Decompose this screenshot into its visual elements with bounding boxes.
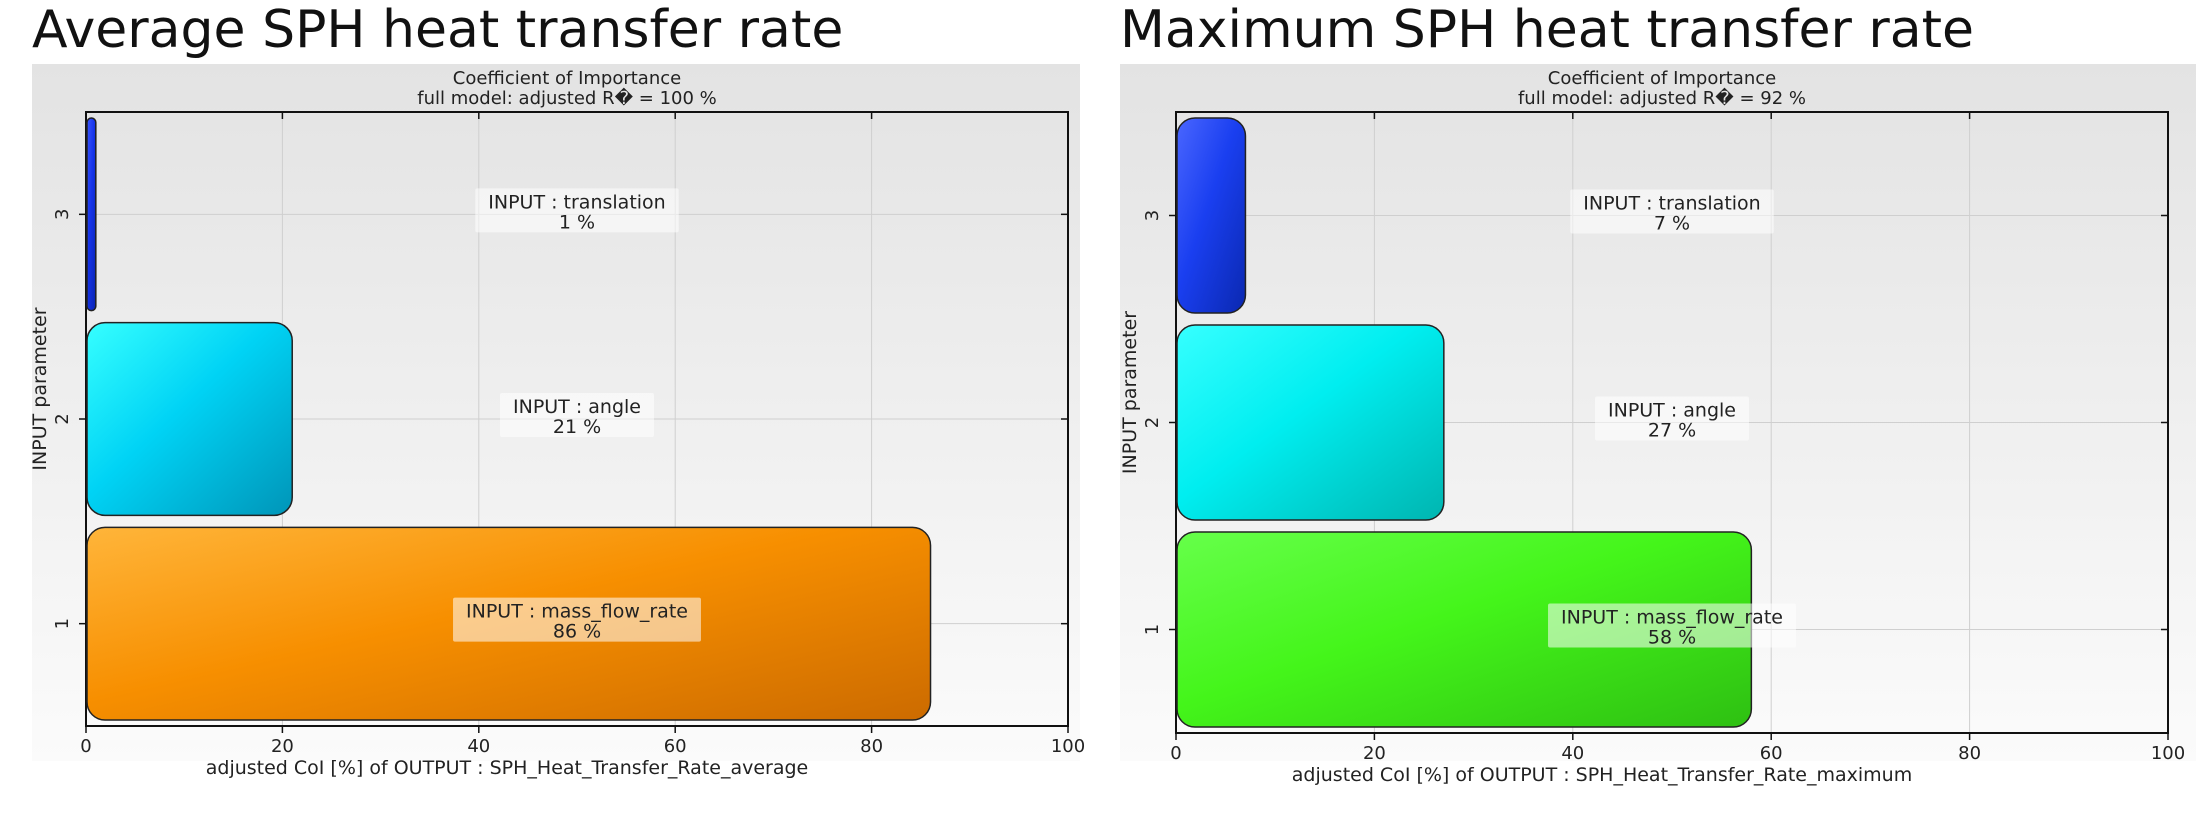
x-tick-label: 80 xyxy=(1958,743,1981,764)
bar xyxy=(86,117,97,312)
bar-label-value: 7 % xyxy=(1654,213,1690,235)
bar-label-box xyxy=(1570,189,1774,234)
panel-heading: Average SPH heat transfer rate xyxy=(32,0,844,60)
x-tick-label: 60 xyxy=(1760,743,1783,764)
bar-label-name: INPUT : translation xyxy=(1583,193,1760,215)
chart-maximum: 0 20 40 60 80 100 1 2 3 INPUT : mass_flow_rate58 … xyxy=(1119,64,2196,786)
y-axis-label: INPUT parameter xyxy=(1119,311,1141,474)
bar-label-value: 27 % xyxy=(1648,420,1696,442)
bar-label-value: 1 % xyxy=(559,211,595,233)
x-tick-label: 60 xyxy=(664,736,687,757)
y-tick-label: 2 xyxy=(1142,417,1163,428)
y-tick-label: 3 xyxy=(52,209,73,220)
bar-label-box xyxy=(475,188,679,233)
x-tick-label: 0 xyxy=(80,736,91,757)
panel-heading: Maximum SPH heat transfer rate xyxy=(1120,0,1974,60)
y-tick-label: 1 xyxy=(1142,624,1163,635)
bar-label-box xyxy=(1595,396,1749,441)
y-tick-label: 3 xyxy=(1142,210,1163,221)
chart-title: Coefficient of Importance xyxy=(453,68,681,89)
x-tick-label: 0 xyxy=(1170,743,1181,764)
chart-title: Coefficient of Importance xyxy=(1548,68,1776,89)
bar-label-value: 21 % xyxy=(553,416,601,438)
x-axis-label: adjusted CoI [%] of OUTPUT : SPH_Heat_Tr… xyxy=(1292,764,1912,786)
x-tick-label: 40 xyxy=(1561,743,1584,764)
x-tick-label: 80 xyxy=(860,736,883,757)
x-tick-label: 20 xyxy=(271,736,294,757)
panel-average: Average SPH heat transfer rate 0 20 40 60 80… xyxy=(29,0,1112,820)
x-axis-label: adjusted CoI [%] of OUTPUT : SPH_Heat_Tr… xyxy=(206,757,809,779)
bar-label-value: 86 % xyxy=(553,621,601,643)
y-tick-label: 1 xyxy=(52,618,73,629)
bar-label-box xyxy=(453,597,701,642)
bar-label-box xyxy=(500,393,654,437)
y-axis-label: INPUT parameter xyxy=(29,307,51,470)
bar-label-name: INPUT : translation xyxy=(488,191,665,213)
y-tick-label: 2 xyxy=(52,413,73,424)
chart-subtitle: full model: adjusted R� = 100 % xyxy=(417,87,717,109)
chart-average: 0 20 40 60 80 100 1 2 3 INPUT : mass_flow_rate86 … xyxy=(29,64,1085,779)
bar-label-name: INPUT : mass_flow_rate xyxy=(466,601,688,623)
bar xyxy=(1176,117,1247,314)
x-tick-label: 40 xyxy=(467,736,490,757)
bar-label-name: INPUT : mass_flow_rate xyxy=(1561,607,1783,629)
panel-maximum: Maximum SPH heat transfer rate 0 20 40 60 80… xyxy=(1119,0,2200,820)
bar-label-name: INPUT : angle xyxy=(513,396,641,418)
chart-subtitle: full model: adjusted R� = 92 % xyxy=(1518,87,1806,109)
bar-label-value: 58 % xyxy=(1648,627,1696,649)
x-tick-label: 100 xyxy=(1051,736,1085,757)
bar-label-name: INPUT : angle xyxy=(1608,400,1736,422)
bar xyxy=(86,321,293,517)
bar-label-box xyxy=(1548,603,1796,648)
x-tick-label: 20 xyxy=(1363,743,1386,764)
x-tick-label: 100 xyxy=(2151,743,2185,764)
bar xyxy=(1176,324,1445,521)
